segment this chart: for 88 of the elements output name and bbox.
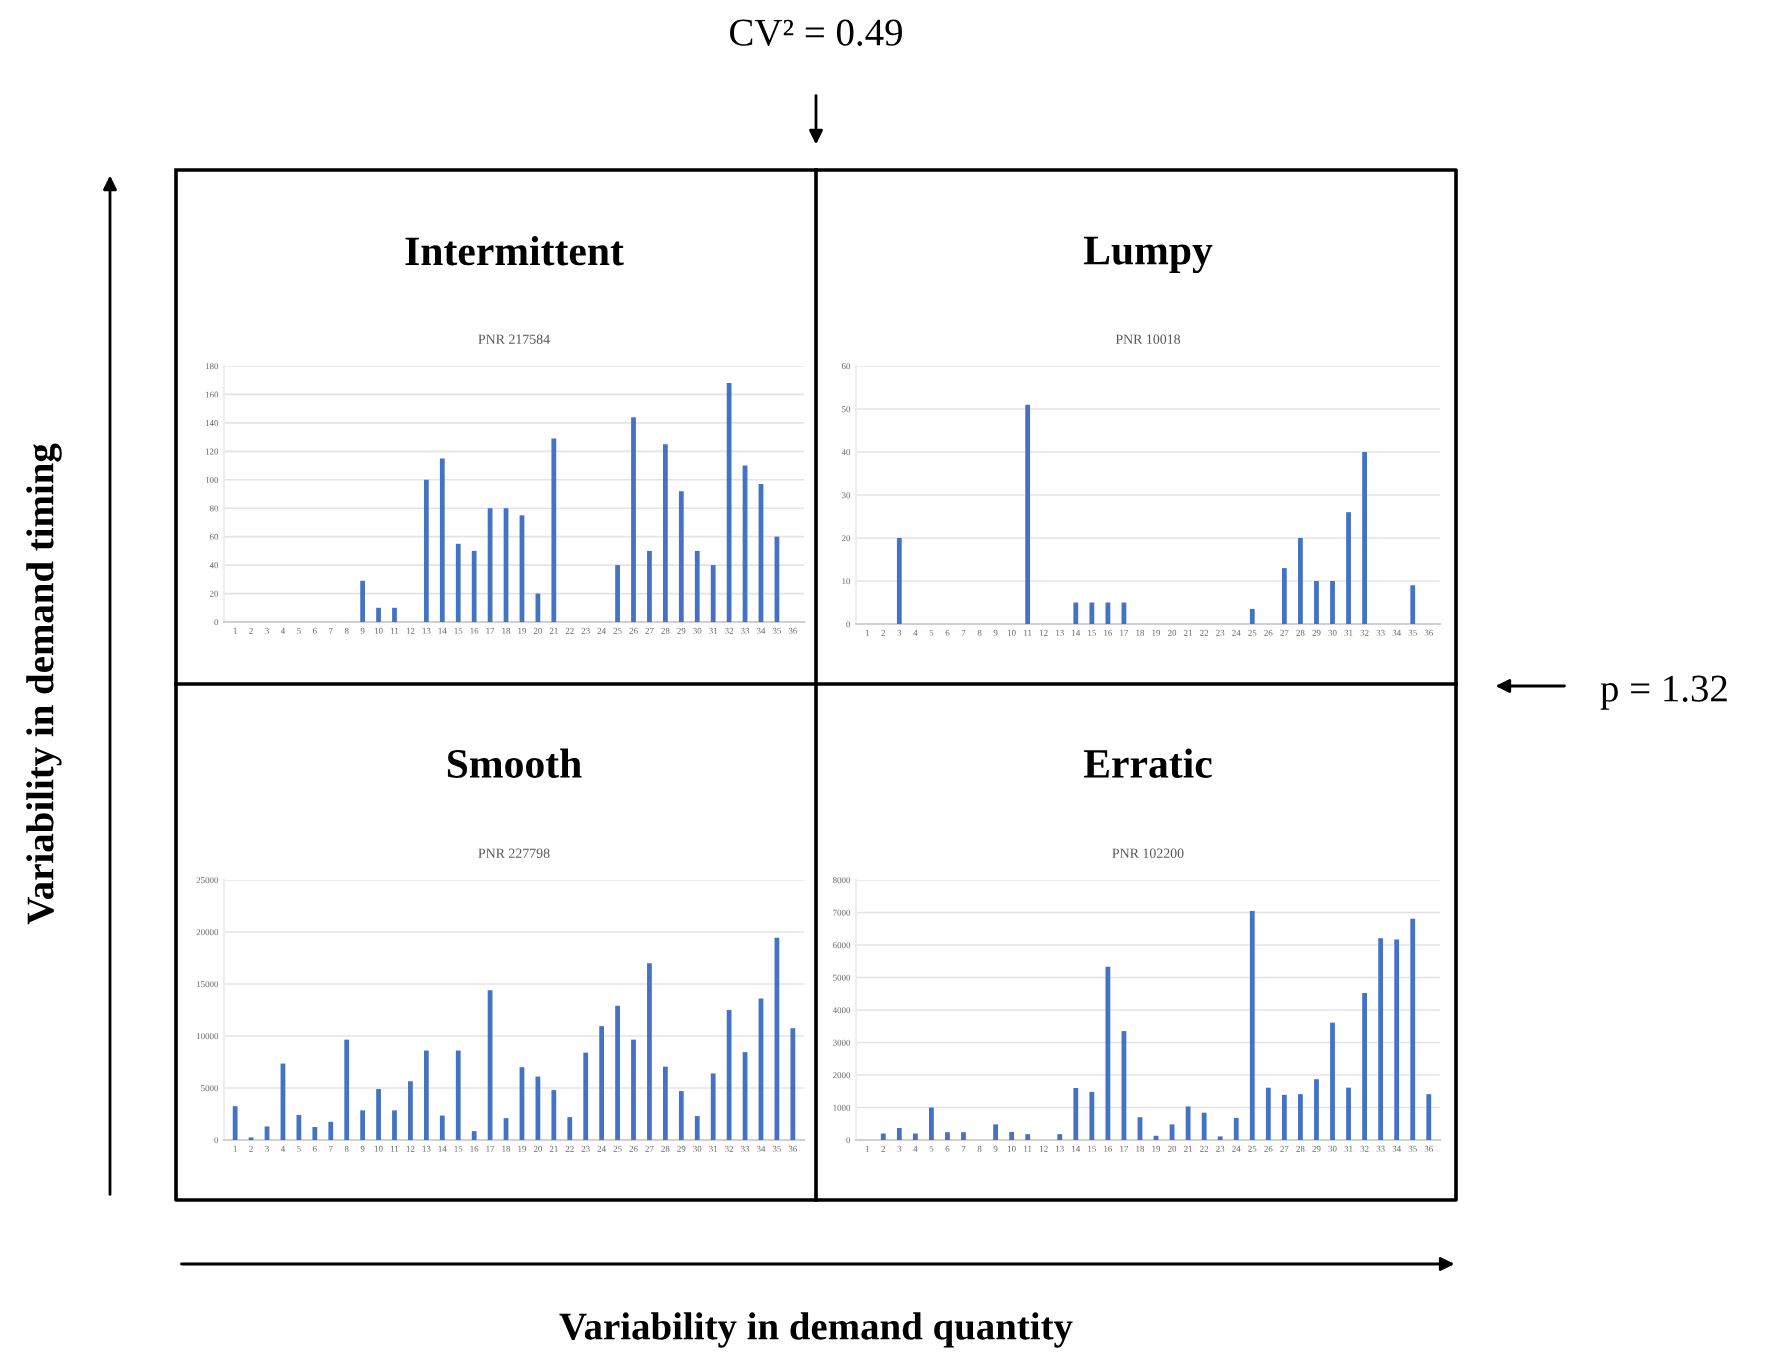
bar bbox=[376, 1089, 381, 1140]
bar bbox=[694, 1116, 700, 1140]
bar bbox=[662, 444, 668, 622]
bar bbox=[551, 438, 557, 622]
bar bbox=[599, 1026, 605, 1140]
bar bbox=[567, 1117, 573, 1140]
bar bbox=[678, 491, 684, 622]
bar bbox=[1281, 568, 1287, 624]
bar bbox=[1410, 918, 1416, 1140]
bar bbox=[647, 963, 652, 1140]
text: Variability in demand quantity bbox=[559, 1312, 1073, 1348]
bar bbox=[439, 1115, 445, 1140]
bar bbox=[961, 1132, 966, 1140]
bar bbox=[1426, 1094, 1432, 1140]
bar bbox=[631, 417, 636, 622]
text: p = 1.32 bbox=[1600, 675, 1727, 710]
bar bbox=[615, 1005, 620, 1140]
text: Variability in demand timing bbox=[26, 443, 62, 925]
bar bbox=[1201, 1112, 1207, 1140]
bar bbox=[376, 607, 381, 622]
bar bbox=[929, 1107, 934, 1140]
chart-title: Lumpy bbox=[1083, 236, 1213, 274]
bar bbox=[710, 1073, 716, 1140]
bar bbox=[551, 1090, 557, 1140]
bar bbox=[896, 538, 902, 624]
bar bbox=[1233, 1117, 1239, 1140]
bar bbox=[678, 1091, 684, 1140]
bar bbox=[945, 1132, 950, 1140]
bar bbox=[583, 1052, 589, 1140]
bar bbox=[392, 607, 397, 622]
bar bbox=[880, 1133, 886, 1140]
bar bbox=[312, 1127, 318, 1140]
bar bbox=[710, 565, 716, 622]
bar bbox=[455, 543, 461, 622]
bar bbox=[615, 565, 620, 622]
bar bbox=[360, 580, 366, 622]
bar bbox=[790, 1028, 796, 1140]
bar bbox=[455, 1050, 461, 1140]
bar bbox=[344, 1039, 350, 1140]
bar bbox=[1265, 1087, 1271, 1140]
bar bbox=[408, 1081, 413, 1140]
bar bbox=[1281, 1094, 1287, 1140]
bar bbox=[423, 479, 429, 622]
bar bbox=[1298, 1094, 1303, 1140]
bar bbox=[631, 1039, 636, 1140]
bar bbox=[1314, 581, 1319, 624]
chart-title: Erratic bbox=[1083, 748, 1212, 778]
bar bbox=[1410, 585, 1416, 624]
bar bbox=[471, 550, 477, 622]
bar bbox=[1394, 939, 1400, 1140]
bar bbox=[1346, 1087, 1351, 1140]
bar bbox=[896, 1127, 902, 1140]
bar bbox=[328, 1121, 334, 1140]
bar bbox=[1330, 1022, 1335, 1140]
bar bbox=[423, 1050, 429, 1140]
chart-title: Smooth bbox=[447, 748, 582, 778]
bar bbox=[1330, 581, 1335, 624]
bar bbox=[1105, 966, 1111, 1140]
bar bbox=[662, 1066, 668, 1140]
bar bbox=[1025, 1134, 1031, 1140]
bar bbox=[471, 1131, 477, 1140]
bar bbox=[1089, 1091, 1095, 1140]
bar bbox=[1025, 404, 1031, 624]
bar bbox=[993, 1124, 998, 1140]
chart-title: Intermittent bbox=[405, 236, 624, 266]
bar bbox=[392, 1110, 397, 1140]
bar bbox=[1378, 938, 1384, 1140]
bar bbox=[1362, 993, 1367, 1140]
bar bbox=[1185, 1106, 1191, 1140]
bar bbox=[912, 1133, 918, 1140]
text: CV² = 0.49 bbox=[730, 19, 902, 46]
bar bbox=[1073, 602, 1079, 624]
bar bbox=[1346, 512, 1351, 624]
bar bbox=[1073, 1088, 1079, 1140]
bar bbox=[1105, 602, 1111, 624]
bar bbox=[360, 1110, 366, 1140]
bar bbox=[1009, 1131, 1015, 1140]
bar bbox=[1089, 602, 1095, 624]
bar bbox=[1057, 1134, 1063, 1140]
bar bbox=[1314, 1079, 1319, 1140]
bar bbox=[1249, 910, 1255, 1140]
bar bbox=[694, 550, 700, 622]
bar bbox=[439, 458, 445, 622]
bar bbox=[647, 550, 652, 622]
bar bbox=[1298, 538, 1303, 624]
bar bbox=[1362, 452, 1367, 624]
bar bbox=[232, 1106, 238, 1140]
bar bbox=[1249, 608, 1255, 624]
